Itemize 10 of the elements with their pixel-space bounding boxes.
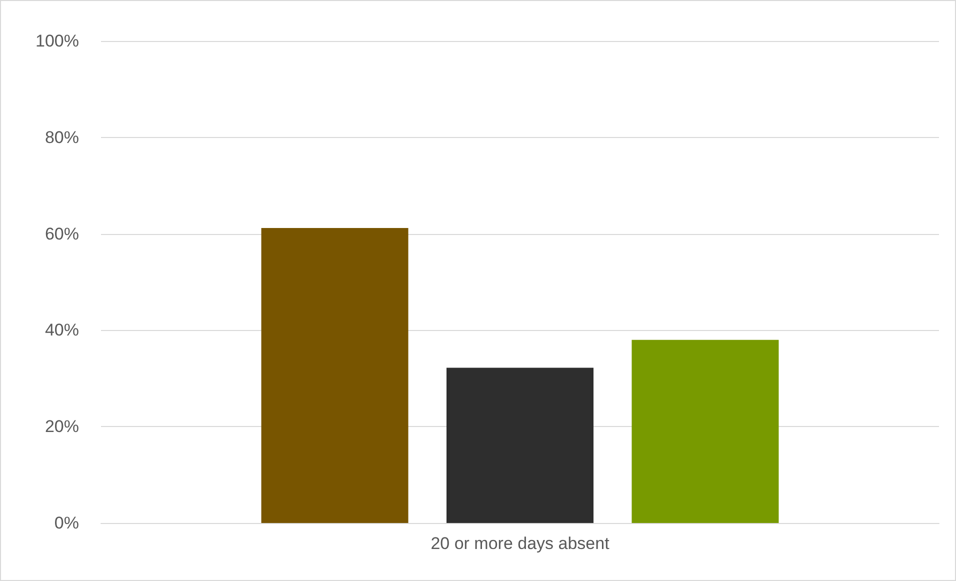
bar xyxy=(632,340,779,523)
y-tick-label: 80% xyxy=(44,128,79,147)
y-tick-label: 0% xyxy=(54,514,79,532)
x-tick-label: 20 or more days absent xyxy=(430,534,610,553)
y-tick-label: 60% xyxy=(44,224,79,244)
bar xyxy=(261,228,408,523)
y-tick-label: 100% xyxy=(36,32,79,50)
y-tick-label: 40% xyxy=(44,320,79,340)
y-tick-label: 20% xyxy=(44,417,79,436)
bar xyxy=(446,368,594,523)
